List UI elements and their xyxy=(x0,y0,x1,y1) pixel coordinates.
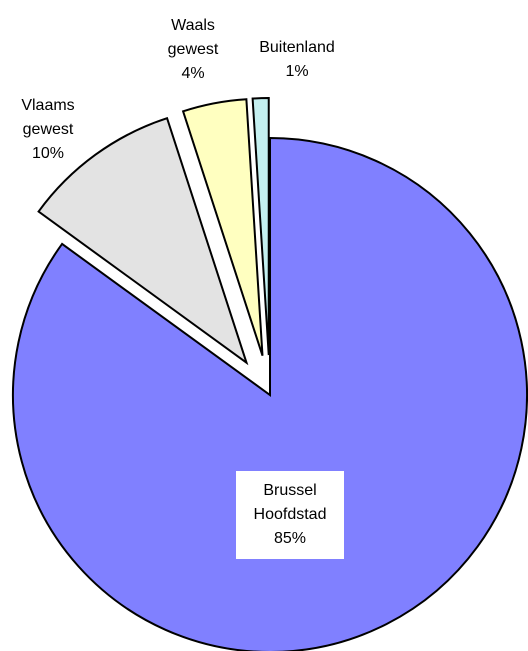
slice-label: Waals gewest 4% xyxy=(158,14,228,86)
category-label: Vlaams gewest xyxy=(21,97,75,138)
slice-label: Vlaams gewest 10% xyxy=(8,94,88,166)
pie-slice xyxy=(37,116,249,366)
pie-slice xyxy=(12,136,528,651)
slice-label: Buitenland 1% xyxy=(242,36,352,84)
value-label: 10% xyxy=(31,145,65,162)
value-label: 4% xyxy=(181,65,205,82)
category-label: Buitenland xyxy=(259,39,335,56)
slice-label: Brussel Hoofdstad 85% xyxy=(236,471,344,559)
pie-slice xyxy=(181,98,264,357)
value-label: 85% xyxy=(273,530,307,547)
value-label: 1% xyxy=(285,63,309,80)
category-label: Waals gewest xyxy=(167,17,219,58)
pie-slice xyxy=(251,97,270,356)
category-label: Brussel Hoofdstad xyxy=(253,482,327,523)
